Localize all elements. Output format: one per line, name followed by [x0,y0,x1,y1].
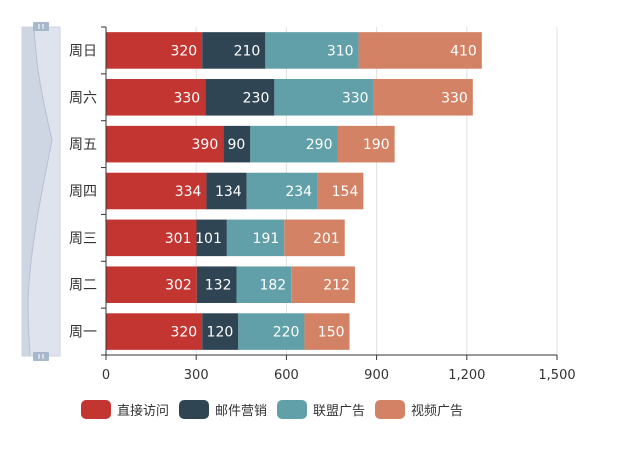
bar-segment[interactable] [291,266,355,303]
x-axis: 0 300 600 900 1,200 1,500 [102,354,576,383]
legend: 直接访问 邮件营销 联盟广告 视频广告 [81,400,473,419]
bar-value-label: 410 [450,43,477,59]
bar-value-label: 230 [243,90,270,106]
bar-segment[interactable] [274,79,374,116]
bar-segment[interactable] [106,172,207,210]
bar-value-label: 320 [170,325,197,341]
bar-segment[interactable] [238,313,305,350]
x-tick-label: 300 [184,368,209,383]
bar-segment[interactable] [250,125,338,163]
bar-segment[interactable] [358,32,482,69]
bar-value-label: 212 [323,278,350,294]
bar-value-label: 90 [227,137,245,153]
legend-swatch-icon [277,400,308,419]
bar-segment[interactable] [246,172,318,210]
bar-value-label: 302 [165,278,192,294]
legend-item[interactable]: 邮件营销 [179,400,267,419]
bar-value-label: 320 [170,43,197,59]
legend-swatch-icon [81,400,111,419]
bar-segment[interactable] [317,172,364,210]
legend-label: 联盟广告 [313,404,366,419]
bar-value-label: 234 [285,184,312,200]
legend-item[interactable]: 联盟广告 [277,400,365,419]
bar-value-label: 190 [363,137,390,153]
legend-label: 邮件营销 [215,404,268,419]
y-category-label: 周五 [69,137,97,153]
y-category-label: 周日 [69,43,97,59]
bar-value-label: 310 [327,43,354,59]
bar-segment[interactable] [236,266,292,303]
bar-segment[interactable] [265,32,359,69]
bar-value-label: 220 [273,325,300,341]
bar-value-label: 290 [306,137,333,153]
y-category-label: 周三 [69,231,97,247]
bar-segment[interactable] [106,79,206,116]
bar-value-label: 330 [342,90,369,106]
x-tick-label: 600 [274,368,299,383]
bar-value-label: 301 [165,231,192,247]
bar-value-label: 101 [195,231,222,247]
bar-segment[interactable] [223,125,251,163]
bar-value-label: 191 [253,231,280,247]
y-category-label: 周二 [69,278,97,294]
bar-segment[interactable] [373,79,473,116]
legend-label: 视频广告 [411,404,464,419]
legend-swatch-icon [375,400,406,419]
bar-value-label: 120 [207,325,234,341]
datazoom-handle-bottom[interactable] [33,352,49,361]
y-category-label: 周一 [69,325,97,341]
legend-label: 直接访问 [117,404,170,419]
bar-segment[interactable] [284,219,345,257]
bar-value-label: 330 [173,90,200,106]
bar-value-label: 330 [441,90,468,106]
datazoom-line [27,26,53,357]
legend-item[interactable]: 直接访问 [81,400,169,419]
bar-segment[interactable] [106,125,224,163]
bar-value-label: 154 [332,184,359,200]
bar-value-label: 132 [205,278,232,294]
datazoom-slider[interactable] [21,22,61,361]
bar-segment[interactable] [304,313,350,350]
bar-value-label: 334 [175,184,202,200]
y-axis: 周一 周二 周三 周四 周五 周六 周日 [69,26,107,356]
y-category-label: 周四 [69,184,97,200]
bar-segment[interactable] [202,313,239,350]
x-tick-label: 1,200 [448,368,485,383]
x-tick-label: 900 [364,368,389,383]
bar-segment[interactable] [202,32,266,69]
bar-value-label: 210 [234,43,261,59]
bar-segment[interactable] [205,79,275,116]
bar-segment[interactable] [106,219,197,257]
bar-segment[interactable] [226,219,285,257]
bar-segment[interactable] [106,266,197,303]
legend-swatch-icon [179,400,210,419]
bar-segment[interactable] [196,219,227,257]
bar-value-label: 182 [259,278,286,294]
bar-segment[interactable] [337,125,395,163]
bar-segment[interactable] [196,266,237,303]
bar-value-label: 134 [215,184,242,200]
bar-series[interactable]: 320 120 220 150 302 132 182 212 301 101 191 201 334 1… [106,32,482,350]
bar-segment[interactable] [106,32,203,69]
bar-segment[interactable] [106,313,203,350]
bar-value-label: 201 [313,231,340,247]
y-category-label: 周六 [69,90,97,106]
bar-value-label: 150 [318,325,345,341]
x-tick-label: 1,500 [538,368,575,383]
datazoom-handle-top[interactable] [33,22,49,31]
bar-value-label: 390 [192,137,219,153]
x-tick-label: 0 [102,368,110,383]
legend-item[interactable]: 视频广告 [375,400,463,419]
bar-segment[interactable] [206,172,247,210]
